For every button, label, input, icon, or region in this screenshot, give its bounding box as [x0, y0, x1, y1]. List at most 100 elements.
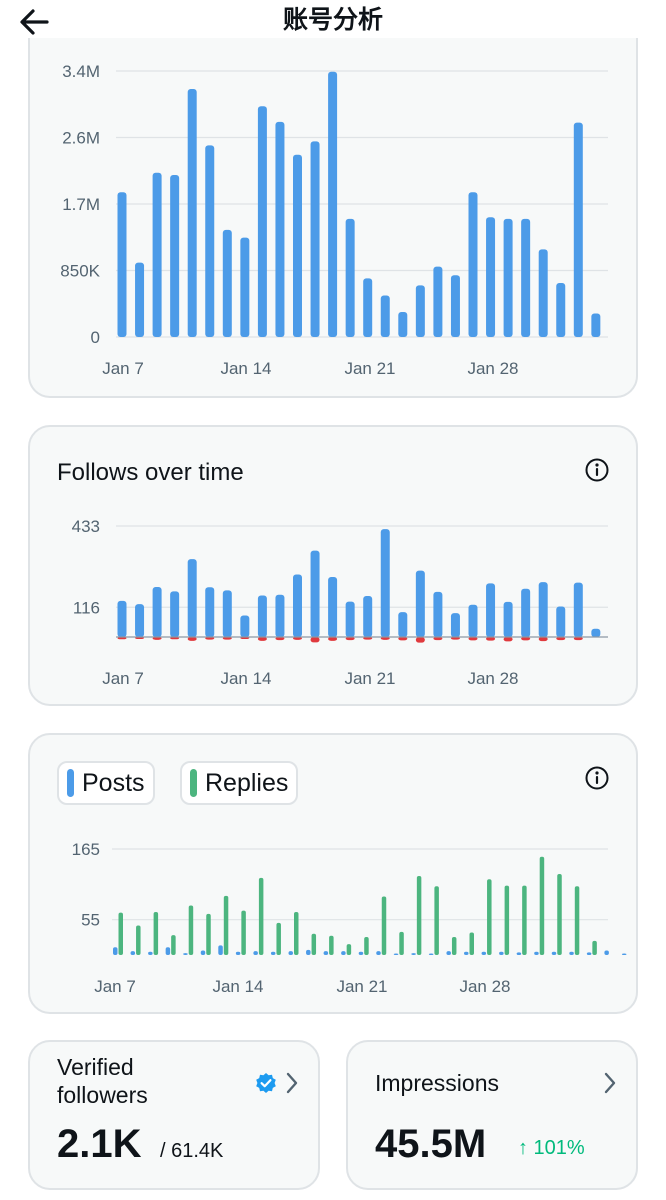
replies-bar: [171, 935, 176, 955]
impressions-bar: [152, 172, 162, 337]
posts-bar: [569, 951, 574, 955]
impressions-bar: [450, 275, 460, 337]
back-button[interactable]: [14, 4, 54, 40]
posts-bar: [235, 951, 241, 955]
impressions-value: 45.5M: [375, 1122, 487, 1166]
impressions-card[interactable]: Impressions 45.5M ↑ 101%: [346, 1040, 638, 1190]
follows-gained-bar: [187, 559, 197, 637]
replies-swatch: [190, 769, 197, 797]
legend-replies[interactable]: Replies: [180, 761, 299, 805]
impressions-bar: [257, 106, 267, 338]
impressions-bar-chart: 0 850K 1.7M 2.6M 3.4M Jan 7 Jan 14 Jan 21 Jan 28: [60, 62, 608, 378]
x-tick-label: Jan 21: [344, 669, 395, 688]
impressions-bar: [433, 266, 443, 337]
replies-bar: [153, 911, 159, 955]
replies-bar: [539, 856, 545, 955]
impressions-bar: [328, 71, 338, 337]
posts-bar: [586, 952, 592, 955]
follows-lost-bar: [486, 637, 496, 641]
follows-gained-bar: [503, 601, 513, 637]
follows-gained-bar: [345, 601, 355, 637]
impressions-bar: [135, 262, 145, 337]
posts-bar: [551, 951, 557, 955]
posts-bar: [376, 951, 381, 955]
posts-bar: [464, 951, 469, 955]
follows-gained-bar: [222, 590, 232, 637]
replies-bar: [469, 932, 474, 955]
activity-chart-card: Posts Replies 55 165 Jan 7 Jan 14 Jan 21 Jan …: [28, 733, 638, 1014]
replies-bar: [416, 875, 422, 955]
x-tick-label: Jan 28: [467, 669, 518, 688]
posts-bar: [604, 950, 609, 955]
replies-bar: [434, 886, 439, 955]
follows-gained-bar: [240, 615, 250, 637]
posts-bar: [270, 951, 276, 955]
posts-bar: [534, 951, 539, 955]
follows-lost-bar: [310, 637, 320, 643]
impressions-bar: [591, 313, 601, 337]
impressions-bar: [503, 218, 513, 337]
follows-chart-card: Follows over time 116 433 Jan 7 Jan 14 Jan 2…: [28, 425, 638, 706]
posts-bar: [183, 953, 188, 955]
posts-bar: [446, 951, 451, 955]
follows-lost-bar: [556, 637, 566, 641]
posts-bar: [393, 953, 399, 955]
y-tick-label: 165: [72, 840, 100, 859]
info-icon[interactable]: [584, 765, 610, 791]
posts-bar: [253, 951, 258, 955]
follows-bar-chart: 116 433 Jan 7 Jan 14 Jan 21 Jan 28: [72, 517, 608, 688]
x-tick-label: Jan 28: [459, 977, 510, 996]
info-icon[interactable]: [584, 457, 610, 483]
y-tick-label: 55: [81, 911, 100, 930]
chevron-right-icon[interactable]: [282, 1070, 302, 1096]
posts-bar: [499, 951, 504, 955]
posts-bar: [411, 953, 416, 955]
follows-gained-bar: [135, 604, 145, 637]
replies-bar: [381, 896, 387, 955]
x-tick-label: Jan 28: [467, 359, 518, 378]
follows-lost-bar: [380, 637, 390, 640]
verified-followers-value: 2.1K: [57, 1122, 142, 1166]
follows-gained-bar: [450, 613, 460, 637]
follows-lost-bar: [468, 637, 478, 641]
impressions-bar: [363, 278, 373, 337]
legend-replies-label: Replies: [205, 768, 289, 797]
follows-gained-bar: [293, 574, 302, 637]
follows-gained-bar: [117, 600, 127, 637]
follows-gained-bar: [538, 582, 548, 637]
follows-gained-bar: [275, 594, 285, 637]
impressions-bar: [538, 249, 548, 337]
follows-gained-bar: [152, 587, 162, 637]
follows-chart-title: Follows over time: [57, 459, 244, 486]
posts-bar: [341, 951, 346, 955]
posts-bar: [481, 951, 487, 955]
x-tick-label: Jan 14: [220, 359, 271, 378]
y-tick-label: 3.4M: [62, 62, 100, 81]
impressions-label: Impressions: [375, 1070, 499, 1096]
follows-lost-bar: [503, 637, 513, 642]
impressions-bar: [468, 192, 478, 337]
replies-bar: [522, 885, 527, 955]
follows-gained-bar: [415, 570, 425, 637]
x-tick-label: Jan 7: [94, 977, 136, 996]
legend-posts[interactable]: Posts: [57, 761, 155, 805]
replies-bar: [118, 912, 123, 955]
follows-gained-bar: [556, 606, 566, 637]
y-tick-label: 433: [72, 517, 100, 536]
impressions-bar: [293, 154, 302, 337]
replies-bar: [574, 886, 580, 955]
replies-bar: [294, 911, 299, 955]
impressions-bar: [398, 311, 408, 337]
impressions-bar: [380, 295, 390, 337]
impressions-bar: [556, 283, 566, 337]
y-tick-label: 2.6M: [62, 129, 100, 148]
total-followers: / 61.4K: [160, 1140, 224, 1162]
follows-lost-bar: [187, 637, 197, 641]
follows-lost-bar: [328, 637, 338, 641]
replies-bar: [451, 937, 457, 955]
verified-followers-card[interactable]: Verified followers 2.1K / 61.4K: [28, 1040, 320, 1190]
impressions-bar: [187, 88, 197, 338]
posts-bar: [165, 947, 171, 955]
chevron-right-icon[interactable]: [600, 1070, 620, 1096]
legend-posts-label: Posts: [82, 768, 145, 797]
